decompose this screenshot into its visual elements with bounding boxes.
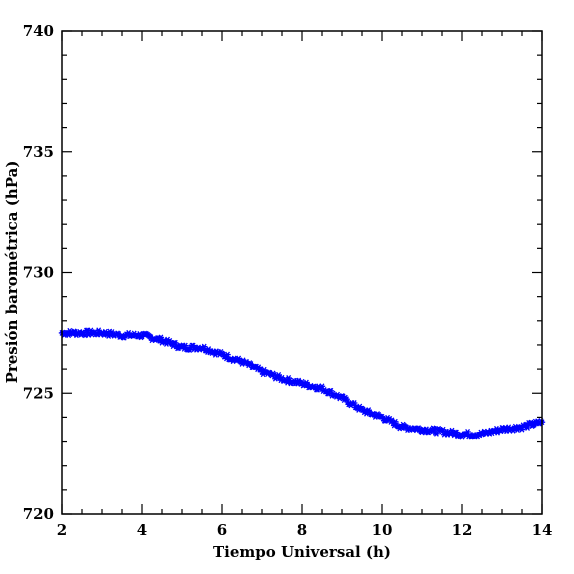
axis-ticks xyxy=(61,30,543,515)
y-tick-label: 740 xyxy=(23,22,54,40)
data-point xyxy=(351,400,358,406)
x-tick-label: 2 xyxy=(57,521,67,539)
data-points xyxy=(58,327,546,440)
x-tick-label: 6 xyxy=(217,521,227,539)
x-tick-labels: 2 4 6 8 10 12 14 xyxy=(57,521,553,539)
x-tick-label: 10 xyxy=(372,521,393,539)
x-tick-label: 12 xyxy=(452,521,473,539)
plot-frame xyxy=(61,30,543,515)
y-tick-label: 735 xyxy=(23,143,54,161)
x-tick-label: 4 xyxy=(137,521,147,539)
data-point xyxy=(224,351,231,358)
y-tick-label: 720 xyxy=(23,505,54,523)
y-tick-label: 725 xyxy=(23,384,54,402)
data-point xyxy=(392,418,399,425)
y-axis-title: Presión barométrica (hPa) xyxy=(3,161,21,384)
y-tick-labels: 720 725 730 735 740 xyxy=(23,22,54,523)
data-point xyxy=(172,339,179,346)
x-tick-label: 8 xyxy=(297,521,307,539)
y-tick-label: 730 xyxy=(23,264,54,282)
x-tick-label: 14 xyxy=(532,521,553,539)
x-axis-title: Tiempo Universal (h) xyxy=(213,543,391,561)
